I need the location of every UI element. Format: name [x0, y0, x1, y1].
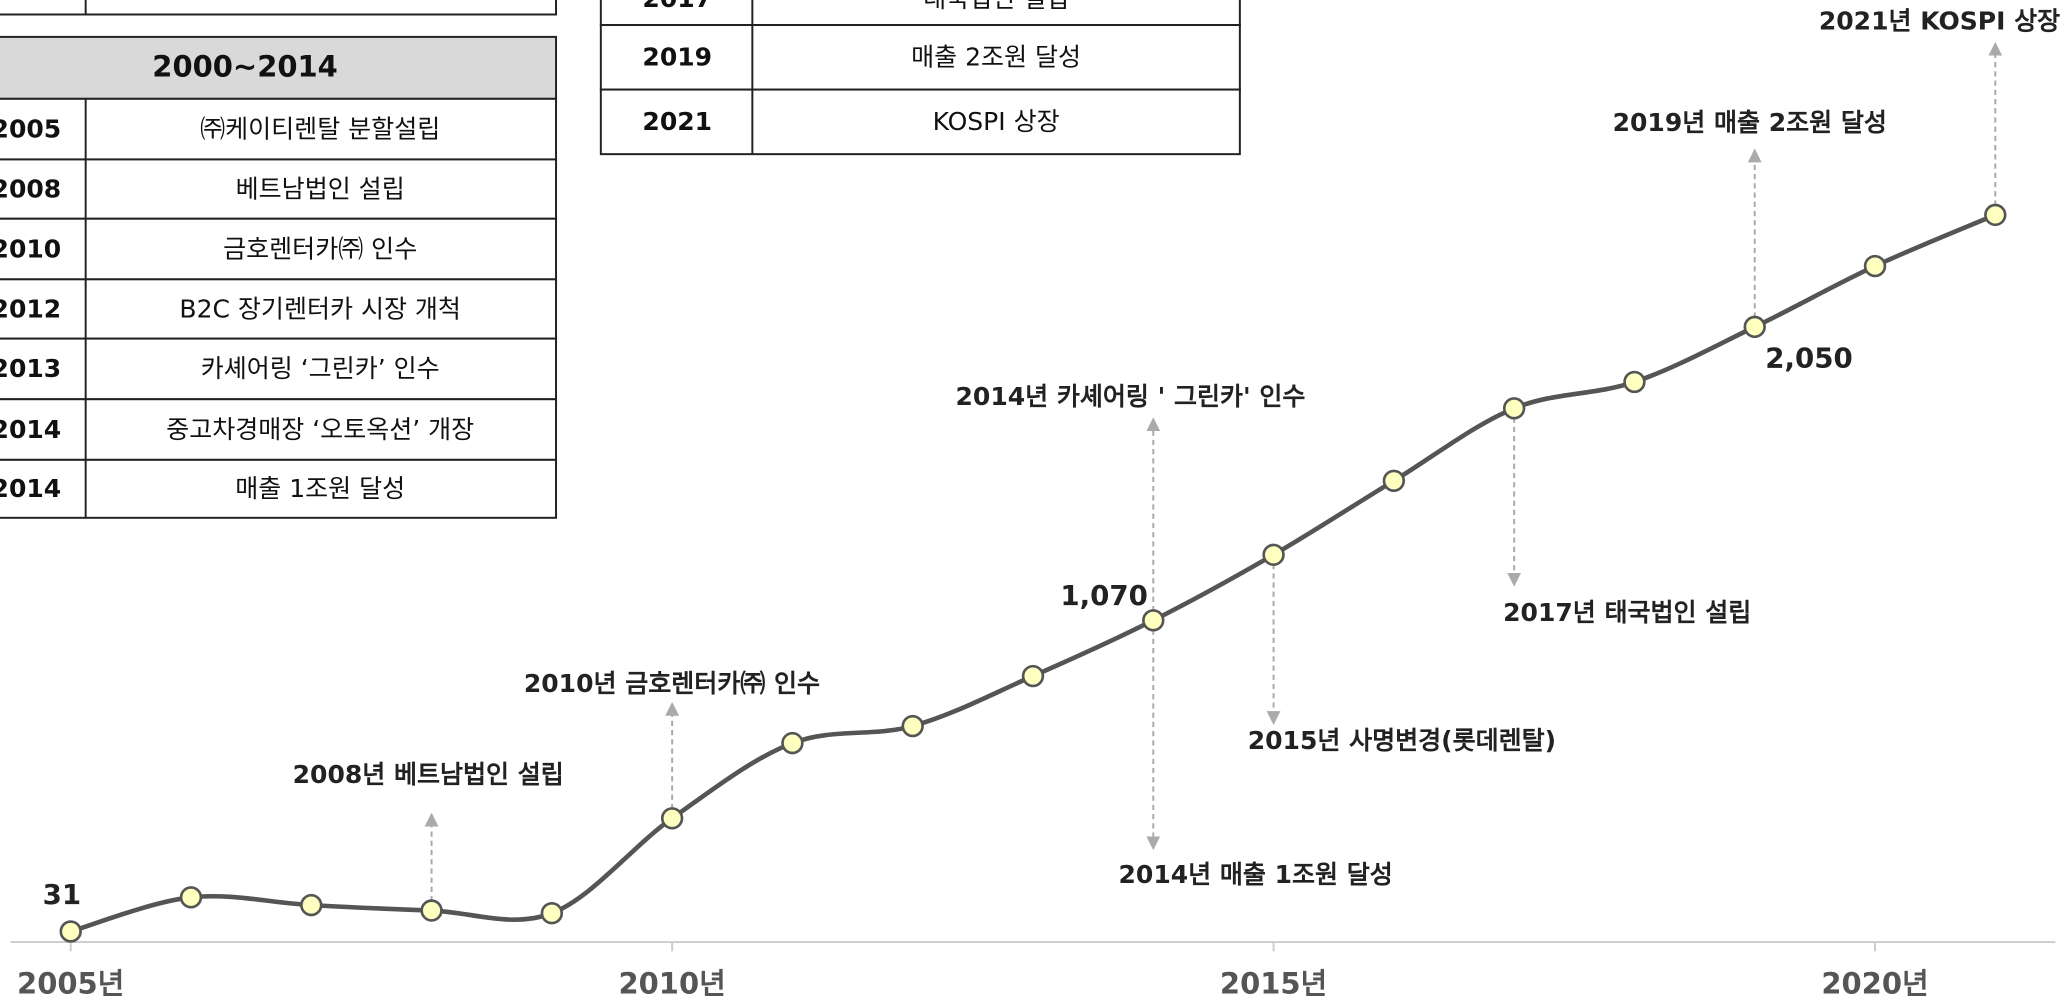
data-label: 31 [43, 878, 82, 911]
annotation-text: 2017년 태국법인 설립 [1503, 598, 1751, 627]
annotation-text: 2019년 매출 2조원 달성 [1613, 108, 1887, 137]
point [1623, 370, 1646, 394]
table-cell [599, 0, 1241, 27]
annotation-text: 2014년 매출 1조원 달성 [1119, 860, 1393, 889]
point [660, 807, 684, 830]
table-event: 중고차경매장 ‘오토옥션’ 개장 [166, 415, 474, 444]
table-year: 2021 [642, 107, 712, 136]
data-label: 1,070 [1060, 579, 1147, 612]
table-year: 2014 [0, 415, 61, 444]
annotation-text: 2021년 KOSPI 상장 [1819, 6, 2060, 35]
table-event: B2C 장기렌터카 시장 개척 [179, 294, 461, 323]
point [420, 899, 443, 922]
table-event: 태국법인 설립 [923, 0, 1069, 13]
point [300, 893, 323, 917]
table-year: 2008 [0, 174, 61, 203]
table-cell [0, 337, 558, 401]
point [59, 920, 82, 943]
table-year: 2012 [0, 294, 61, 323]
table-event: KOSPI 상장 [933, 107, 1060, 136]
table-year: 2010 [0, 234, 61, 263]
table-cell [599, 88, 1241, 156]
point [1382, 469, 1406, 492]
table-cell [0, 458, 558, 519]
table-cell [599, 24, 1241, 91]
point [1984, 203, 2007, 227]
point [1142, 609, 1165, 632]
point [1262, 543, 1285, 566]
table-header-text: 2000~2014 [152, 50, 338, 84]
annotation-text: 2008년 베트남법인 설립 [293, 760, 564, 789]
point [179, 886, 203, 909]
table-year: 2017 [642, 0, 712, 13]
table-year: 2014 [0, 474, 61, 503]
x-tick-label: 2020년 [1821, 967, 1928, 1001]
point [781, 731, 804, 755]
x-tick-label: 2005년 [17, 967, 124, 1001]
data-label: 2,050 [1765, 342, 1852, 375]
table-event: 매출 2조원 달성 [911, 43, 1081, 72]
table-cell [0, 398, 558, 461]
table-year: 2013 [0, 354, 61, 383]
table-event: 베트남법인 설립 [236, 174, 405, 203]
point [901, 714, 924, 738]
point [1863, 254, 1887, 278]
table-event: 카셰어링 ‘그린카’ 인수 [201, 354, 440, 383]
x-tick-label: 2015년 [1220, 967, 1327, 1001]
x-tick-label: 2010년 [618, 967, 725, 1001]
table-year: 2005 [0, 114, 61, 143]
table-header [0, 35, 558, 100]
annotation-text: 2015년 사명변경(롯데렌탈) [1248, 726, 1556, 755]
point [1502, 397, 1526, 420]
table-event: 매출 1조원 달성 [235, 474, 405, 503]
table-cell [0, 158, 558, 220]
table-event: ㈜케이티렌탈 분할설립 [200, 114, 440, 143]
annotation-text: 2014년 카셰어링 ' 그린카' 인수 [956, 382, 1306, 411]
table-event: 금호렌터카㈜ 인수 [223, 234, 417, 263]
point [1021, 664, 1045, 688]
point [1743, 315, 1766, 339]
point [540, 902, 564, 925]
table-cell [0, 97, 558, 161]
table-year: 2019 [642, 43, 712, 72]
table-cell [0, 0, 558, 16]
annotation-text: 2010년 금호렌터카㈜ 인수 [524, 669, 820, 698]
